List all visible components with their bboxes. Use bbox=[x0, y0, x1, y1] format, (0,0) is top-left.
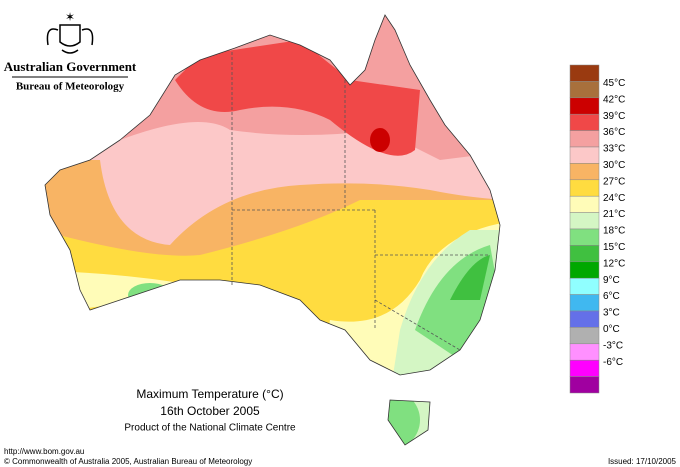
map-date: 16th October 2005 bbox=[160, 404, 260, 418]
legend-label: 45°C bbox=[603, 78, 625, 89]
legend-swatch bbox=[569, 245, 600, 263]
legend-swatch bbox=[569, 310, 600, 328]
legend-swatch bbox=[569, 113, 600, 131]
footer-issued: Issued: 17/10/2005 bbox=[608, 457, 677, 466]
legend-swatch bbox=[569, 130, 600, 148]
government: Australian Government bbox=[4, 59, 137, 74]
legend-label: 39°C bbox=[603, 111, 625, 122]
legend-label: 3°C bbox=[603, 308, 620, 319]
legend-swatch bbox=[569, 294, 600, 312]
legend-label: 0°C bbox=[603, 324, 620, 335]
legend-label: -6°C bbox=[603, 357, 623, 368]
legend-swatch bbox=[569, 277, 600, 295]
legend-swatch bbox=[569, 228, 600, 246]
legend: 45°C 42°C 39°C 36°C 33°C 30°C 27°C 24°C 21°C 18°C… bbox=[569, 64, 625, 394]
state-borders bbox=[231, 52, 490, 351]
svg-text:✶: ✶ bbox=[65, 10, 75, 24]
legend-swatch bbox=[569, 97, 600, 115]
legend-label: 42°C bbox=[603, 94, 625, 105]
legend-label: 21°C bbox=[603, 209, 625, 220]
legend-swatch bbox=[569, 64, 600, 82]
legend-label: 9°C bbox=[603, 275, 620, 286]
legend-label: 18°C bbox=[603, 226, 625, 237]
legend-swatch bbox=[569, 212, 600, 230]
legend-swatch bbox=[569, 179, 600, 197]
legend-swatch bbox=[569, 163, 600, 181]
legend-swatch bbox=[569, 81, 600, 99]
legend-label: 27°C bbox=[603, 176, 625, 187]
legend-label: 24°C bbox=[603, 193, 625, 204]
legend-label: 15°C bbox=[603, 242, 625, 253]
legend-label: 30°C bbox=[603, 160, 625, 171]
coastline bbox=[44, 14, 501, 446]
footer-copyright: © Commonwealth of Australia 2005, Austra… bbox=[4, 457, 252, 466]
legend-swatch bbox=[569, 359, 600, 377]
legend-label: 6°C bbox=[603, 291, 620, 302]
legend-swatch bbox=[569, 376, 600, 394]
map-product: Product of the National Climate Centre bbox=[124, 423, 296, 434]
legend-swatch bbox=[569, 195, 600, 213]
bureau: Bureau of Meteorology bbox=[16, 81, 125, 93]
legend-swatch bbox=[569, 327, 600, 345]
legend-swatch bbox=[569, 343, 600, 361]
legend-swatch bbox=[569, 261, 600, 279]
legend-label: 36°C bbox=[603, 127, 625, 138]
footer-url: http://www.bom.gov.au bbox=[4, 447, 84, 456]
crest: ✶ bbox=[46, 10, 94, 54]
map-title: Maximum Temperature (°C) bbox=[136, 387, 283, 401]
legend-label: 12°C bbox=[603, 258, 625, 269]
legend-swatch bbox=[569, 146, 600, 164]
legend-label: 33°C bbox=[603, 144, 625, 155]
legend-label: -3°C bbox=[603, 340, 623, 351]
